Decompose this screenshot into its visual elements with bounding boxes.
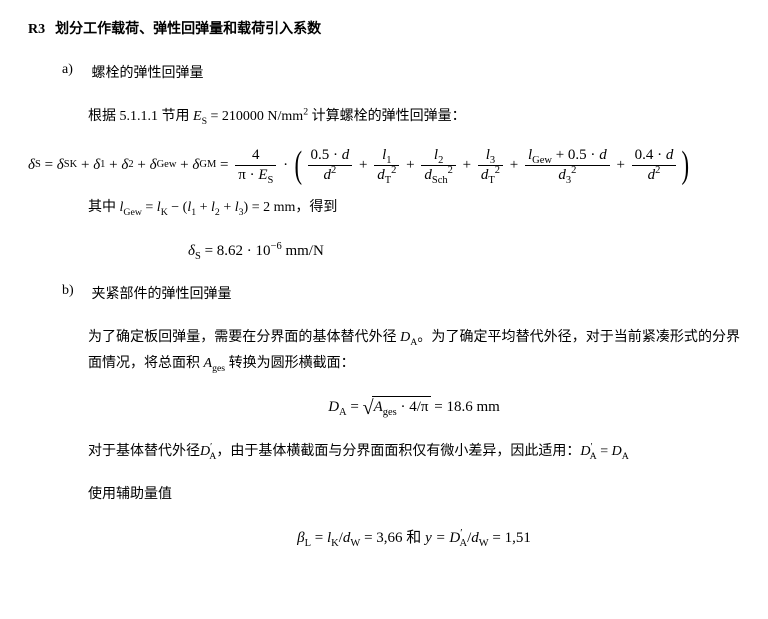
item-a-body: 根据 5.1.1.1 节用 ES = 210000 N/mm2 计算螺栓的弹性回… <box>88 104 740 129</box>
item-a: a) 螺栓的弹性回弹量 根据 5.1.1.1 节用 ES = 210000 N/… <box>62 62 740 129</box>
heading-title: 划分工作载荷、弹性回弹量和载荷引入系数 <box>55 22 321 37</box>
item-a-where: 其中 lGew = lK − (l1 + l2 + l3) = 2 mm，得到 <box>88 195 740 220</box>
item-a-title: 螺栓的弹性回弹量 <box>92 62 204 82</box>
item-b-p1: 为了确定板回弹量，需要在分界面的基体替代外径 DA。为了确定平均替代外径，对于当… <box>88 325 740 375</box>
item-b-title: 夹紧部件的弹性回弹量 <box>92 283 232 303</box>
equation-da: DA = √Ages · 4/π = 18.6 mm <box>88 394 740 421</box>
equation-delta-s: δS = δSK + δ1 + δ2 + δGew + δGM = 4 π · … <box>28 147 740 183</box>
item-b-p2: 对于基体替代外径D′A，由于基体横截面与分界面面积仅有微小差异，因此适用：D′A… <box>88 439 740 464</box>
item-a-label: a) <box>62 62 88 78</box>
equation-delta-s-result: δS = 8.62 · 10−6 mm/N <box>188 238 740 265</box>
section-heading: R3 划分工作载荷、弹性回弹量和载荷引入系数 <box>28 18 740 38</box>
item-a-cont: 其中 lGew = lK − (l1 + l2 + l3) = 2 mm，得到 … <box>62 195 740 265</box>
heading-label: R3 <box>28 22 45 38</box>
item-b-body: 为了确定板回弹量，需要在分界面的基体替代外径 DA。为了确定平均替代外径，对于当… <box>88 325 740 552</box>
equation-beta: βL = lK/dW = 3,66 和 y = D′A/dW = 1,51 <box>88 525 740 552</box>
item-a-line1: 根据 5.1.1.1 节用 ES = 210000 N/mm2 计算螺栓的弹性回… <box>88 104 740 129</box>
item-b-p3: 使用辅助量值 <box>88 482 740 507</box>
item-b-label: b) <box>62 283 88 299</box>
item-b: b) 夹紧部件的弹性回弹量 为了确定板回弹量，需要在分界面的基体替代外径 DA。… <box>62 283 740 552</box>
